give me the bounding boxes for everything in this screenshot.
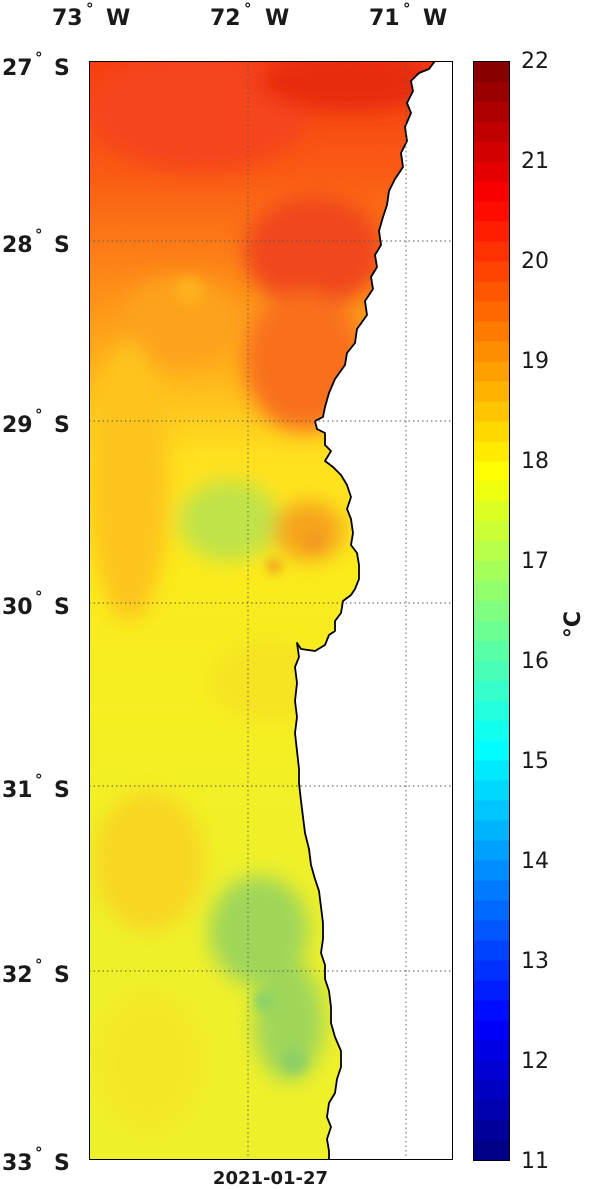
- lat-label-hemi: S: [54, 413, 70, 438]
- lat-label-value: 33: [2, 1151, 33, 1176]
- lat-label-hemi: S: [54, 595, 70, 620]
- sst-field: [89, 61, 435, 1160]
- colorbar-tick: 17: [521, 549, 549, 574]
- sst-map: [89, 61, 453, 1160]
- colorbar-tick: 11: [521, 1149, 549, 1174]
- colorbar: [473, 61, 510, 1161]
- colorbar-tick: 16: [521, 649, 549, 674]
- colorbar-tick: 18: [521, 449, 549, 474]
- colorbar-tick: 19: [521, 349, 549, 374]
- lat-label-hemi: S: [54, 233, 70, 258]
- degree-symbol: °: [35, 588, 43, 606]
- degree-symbol: °: [35, 49, 43, 67]
- colorbar-tick: 15: [521, 749, 549, 774]
- colorbar-tick: 12: [521, 1049, 549, 1074]
- degree-symbol: °: [35, 956, 43, 974]
- lat-label-value: 29: [2, 413, 33, 438]
- coastline: [294, 61, 436, 1160]
- graticule: [89, 61, 453, 1160]
- lat-label-hemi: S: [54, 963, 70, 988]
- lat-label-value: 30: [2, 595, 33, 620]
- lon-label-71-hemi: W: [423, 6, 448, 31]
- lat-label-value: 32: [2, 963, 33, 988]
- lon-label-71-value: 71: [369, 6, 400, 31]
- degree-symbol: °: [35, 1144, 43, 1162]
- lat-label-hemi: S: [54, 778, 70, 803]
- lon-label-73-value: 73: [52, 6, 83, 31]
- degree-symbol: °: [403, 0, 411, 18]
- lat-label-value: 31: [2, 778, 33, 803]
- colorbar-tick: 21: [521, 149, 549, 174]
- lon-label-72-value: 72: [210, 6, 241, 31]
- lon-label-73-hemi: W: [106, 6, 131, 31]
- degree-symbol: °: [86, 0, 94, 18]
- degree-symbol: °: [35, 226, 43, 244]
- colorbar-tick: 14: [521, 849, 549, 874]
- colorbar-unit-label: °C: [561, 610, 587, 639]
- lat-label-value: 28: [2, 233, 33, 258]
- colorbar-tick: 13: [521, 949, 549, 974]
- degree-symbol: °: [244, 0, 252, 18]
- lon-label-72-hemi: W: [265, 6, 290, 31]
- degree-symbol: °: [35, 406, 43, 424]
- colorbar-tick: 20: [521, 249, 549, 274]
- lat-label-hemi: S: [54, 56, 70, 81]
- lat-label-hemi: S: [54, 1151, 70, 1176]
- date-label: 2021-01-27: [212, 1168, 329, 1189]
- colorbar-tick: 22: [521, 49, 549, 74]
- lat-label-value: 27: [2, 56, 33, 81]
- degree-symbol: °: [35, 771, 43, 789]
